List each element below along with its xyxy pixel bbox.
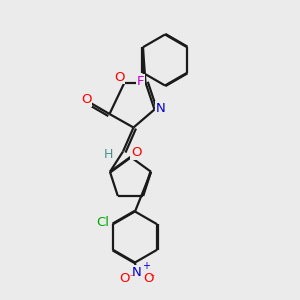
Text: O: O: [119, 272, 130, 285]
Text: ⁻: ⁻: [130, 273, 135, 283]
Text: +: +: [142, 261, 150, 271]
Text: N: N: [131, 266, 141, 279]
Text: O: O: [143, 272, 154, 285]
Text: ⁻: ⁻: [149, 273, 154, 283]
Text: N: N: [156, 101, 166, 115]
Text: Cl: Cl: [96, 216, 109, 229]
Text: O: O: [114, 70, 124, 84]
Text: O: O: [81, 93, 91, 106]
Text: F: F: [137, 75, 144, 88]
Text: H: H: [103, 148, 113, 161]
Text: O: O: [131, 146, 142, 159]
